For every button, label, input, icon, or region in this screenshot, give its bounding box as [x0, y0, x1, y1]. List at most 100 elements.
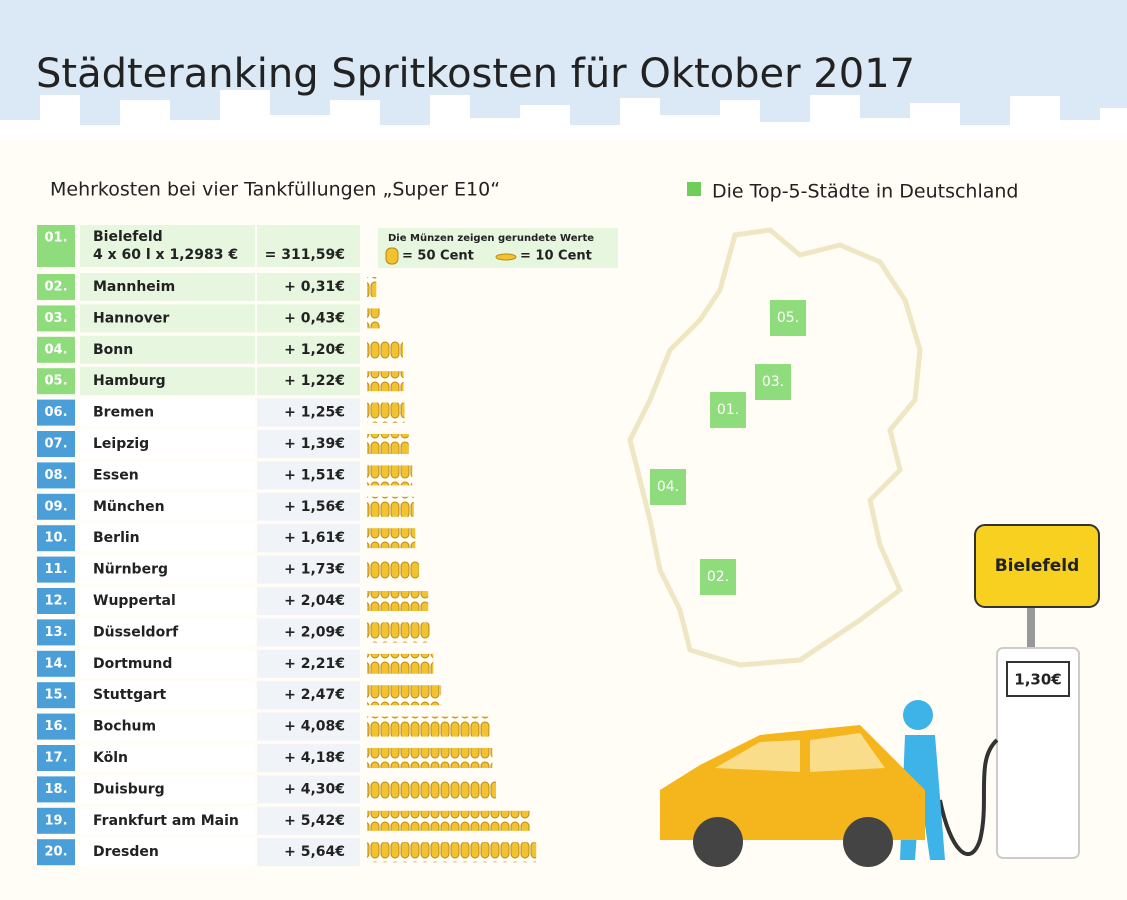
- row-bg: [257, 273, 360, 301]
- pump: [996, 647, 1080, 859]
- city: Wuppertal: [93, 593, 176, 609]
- city: Hamburg: [93, 373, 166, 389]
- coin-stack: [367, 685, 442, 706]
- row-bg: [80, 744, 255, 772]
- extra-cost: + 1,51€: [284, 467, 345, 483]
- row-bg: [257, 367, 360, 396]
- coin-stack: [367, 622, 430, 643]
- row-bg: [257, 712, 360, 741]
- city: Bielefeld: [93, 229, 163, 245]
- subtitle: Mehrkosten bei vier Tankfüllungen „Super…: [50, 179, 500, 201]
- row-bg: [257, 430, 360, 458]
- coin-stack: [367, 339, 403, 360]
- map-marker: [770, 300, 806, 336]
- rank: 15.: [44, 688, 67, 703]
- extra-cost: + 4,18€: [284, 750, 345, 766]
- rank: 08.: [44, 468, 67, 483]
- row-bg: [80, 681, 255, 710]
- rank-box: [37, 776, 75, 803]
- row-bg: [80, 524, 255, 553]
- rank: 09.: [44, 499, 67, 514]
- row-bg: [257, 335, 360, 364]
- coin-small: = 10 Cent: [520, 249, 592, 264]
- extra-cost: + 2,47€: [284, 687, 345, 703]
- extra-cost: + 2,09€: [284, 624, 345, 640]
- row-bg: [80, 712, 255, 741]
- row-bg: [80, 775, 255, 804]
- city: Köln: [93, 750, 128, 766]
- extra-cost: + 2,04€: [284, 593, 345, 609]
- row-bg: [257, 398, 360, 427]
- row-bg: [80, 587, 255, 615]
- map-marker: [710, 392, 746, 428]
- row-bg: [80, 806, 255, 835]
- rank-box: [37, 336, 75, 363]
- coin-stack: [367, 465, 413, 486]
- coin-stack: [367, 842, 537, 863]
- coin-stack: [367, 434, 409, 454]
- extra-cost: + 1,22€: [284, 373, 345, 389]
- rank: 02.: [44, 280, 67, 295]
- extra-cost: + 5,42€: [284, 813, 345, 829]
- coin-icon: [385, 247, 399, 265]
- ranking-rows: 02. Mannheim + 0,31€ 03. Hannover + 0,43€ 04. B…: [37, 273, 537, 867]
- row-bg: [80, 225, 255, 267]
- row-bg: [80, 461, 255, 490]
- rank-box: [37, 650, 75, 677]
- row-bg: [80, 555, 255, 584]
- rank-box: [37, 682, 75, 709]
- row-bg: [80, 838, 255, 867]
- rank: 12.: [44, 594, 67, 609]
- rank: 18.: [44, 782, 67, 797]
- row-bg: [257, 744, 360, 772]
- row-bg: [80, 430, 255, 458]
- rank: 11.: [44, 562, 67, 577]
- rank-box: [37, 525, 75, 552]
- city: Dresden: [93, 844, 159, 860]
- coin-stack: [367, 308, 380, 329]
- city: Bochum: [93, 719, 156, 735]
- row-bg: [80, 398, 255, 427]
- rank-box: [37, 745, 75, 771]
- sign: [974, 524, 1100, 608]
- city: Düsseldorf: [93, 624, 179, 640]
- coin-stack: [367, 810, 530, 831]
- extra-cost: + 1,39€: [284, 436, 345, 452]
- sign-text: Bielefeld: [995, 556, 1080, 576]
- price: 1,30€: [1014, 671, 1061, 689]
- rank: 13.: [44, 625, 67, 640]
- formula: 4 x 60 l x 1,2983 €: [93, 247, 238, 263]
- rank: 17.: [44, 751, 67, 766]
- total: = 311,59€: [265, 247, 345, 263]
- row-bg: [257, 681, 360, 710]
- wheel: [693, 817, 743, 867]
- row-bg: [80, 273, 255, 301]
- coin-stack: [367, 748, 493, 768]
- city: Bremen: [93, 405, 154, 421]
- coin-stack: [367, 653, 434, 674]
- rank-box: [37, 274, 75, 300]
- person: [903, 700, 933, 730]
- city: Nürnberg: [93, 562, 168, 578]
- city: Duisburg: [93, 781, 165, 797]
- coin-stack: [367, 779, 496, 800]
- rank: 01.: [44, 231, 67, 246]
- title: Städteranking Spritkosten für Oktober 20…: [36, 51, 915, 97]
- row-bg: [80, 492, 255, 521]
- extra-cost: + 5,64€: [284, 844, 345, 860]
- rank: 20.: [44, 845, 67, 860]
- city: Leipzig: [93, 436, 149, 452]
- coin-legend-bg: [378, 228, 618, 268]
- wheel: [843, 817, 893, 867]
- map-marker: [700, 559, 736, 595]
- rank-box: [37, 225, 75, 267]
- row-bg: [257, 838, 360, 867]
- extra-cost: + 4,30€: [284, 781, 345, 797]
- map-marker-label: 05.: [777, 310, 799, 326]
- rank-box: [37, 462, 75, 489]
- rank-box: [37, 839, 75, 866]
- extra-cost: + 4,08€: [284, 719, 345, 735]
- map-marker: [755, 364, 791, 400]
